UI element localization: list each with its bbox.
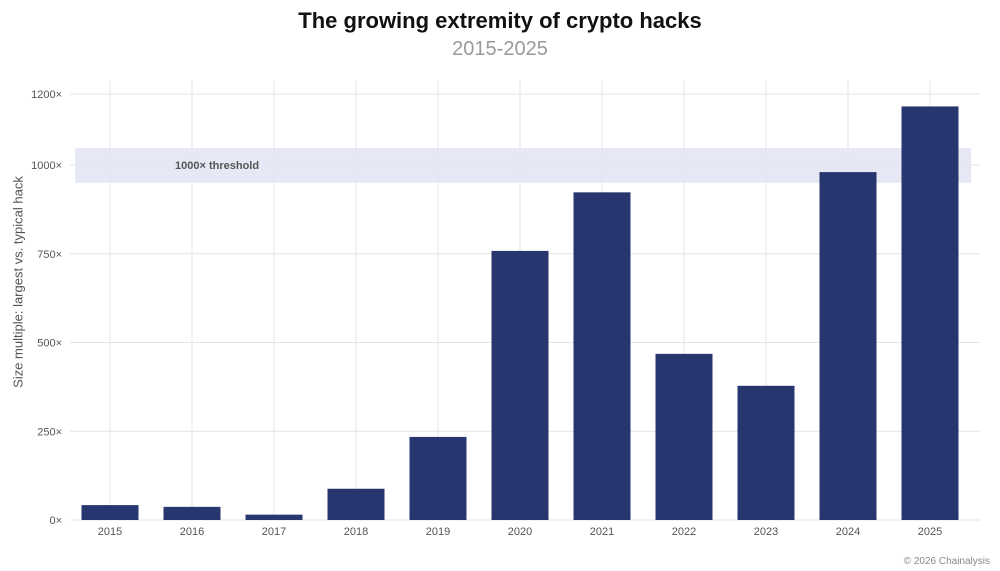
x-tick-label: 2023	[754, 526, 778, 538]
x-tick-labels: 2015 2016 2017 2018 2019 2020 2021 2022 2023 2024…	[98, 526, 942, 538]
bar-2025	[901, 106, 959, 521]
x-tick-label: 2025	[918, 526, 942, 538]
chart-title: The growing extremity of crypto hacks	[298, 8, 702, 33]
x-tick-label: 2020	[508, 526, 532, 538]
bar-2021	[573, 192, 631, 520]
x-tick-label: 2017	[262, 526, 286, 538]
bar-2022	[655, 353, 713, 520]
y-tick-label: 1200×	[31, 89, 62, 101]
bar-2018	[327, 488, 385, 520]
bar-2017	[245, 514, 303, 520]
y-tick-labels: 0× 250× 500× 750× 1000× 1200×	[31, 89, 62, 527]
x-tick-label: 2024	[836, 526, 860, 538]
y-tick-label: 0×	[49, 515, 62, 527]
bar-2019	[409, 436, 467, 520]
copyright-credit: © 2026 Chainalysis	[903, 556, 990, 567]
x-tick-label: 2021	[590, 526, 614, 538]
x-tick-label: 2016	[180, 526, 204, 538]
bar-2024	[819, 172, 877, 520]
x-tick-label: 2019	[426, 526, 450, 538]
y-tick-label: 250×	[37, 426, 62, 438]
bar-2023	[737, 385, 795, 520]
x-tick-label: 2022	[672, 526, 696, 538]
y-tick-label: 750×	[37, 249, 62, 261]
bar-2020	[491, 250, 549, 520]
bar-2016	[163, 506, 221, 520]
bars	[81, 106, 959, 521]
threshold-label: 1000× threshold	[175, 160, 259, 172]
x-tick-label: 2015	[98, 526, 122, 538]
bar-2015	[81, 505, 139, 520]
chart-subtitle: 2015-2025	[452, 38, 548, 60]
y-tick-label: 500×	[37, 338, 62, 350]
x-tick-label: 2018	[344, 526, 368, 538]
y-tick-label: 1000×	[31, 160, 62, 172]
